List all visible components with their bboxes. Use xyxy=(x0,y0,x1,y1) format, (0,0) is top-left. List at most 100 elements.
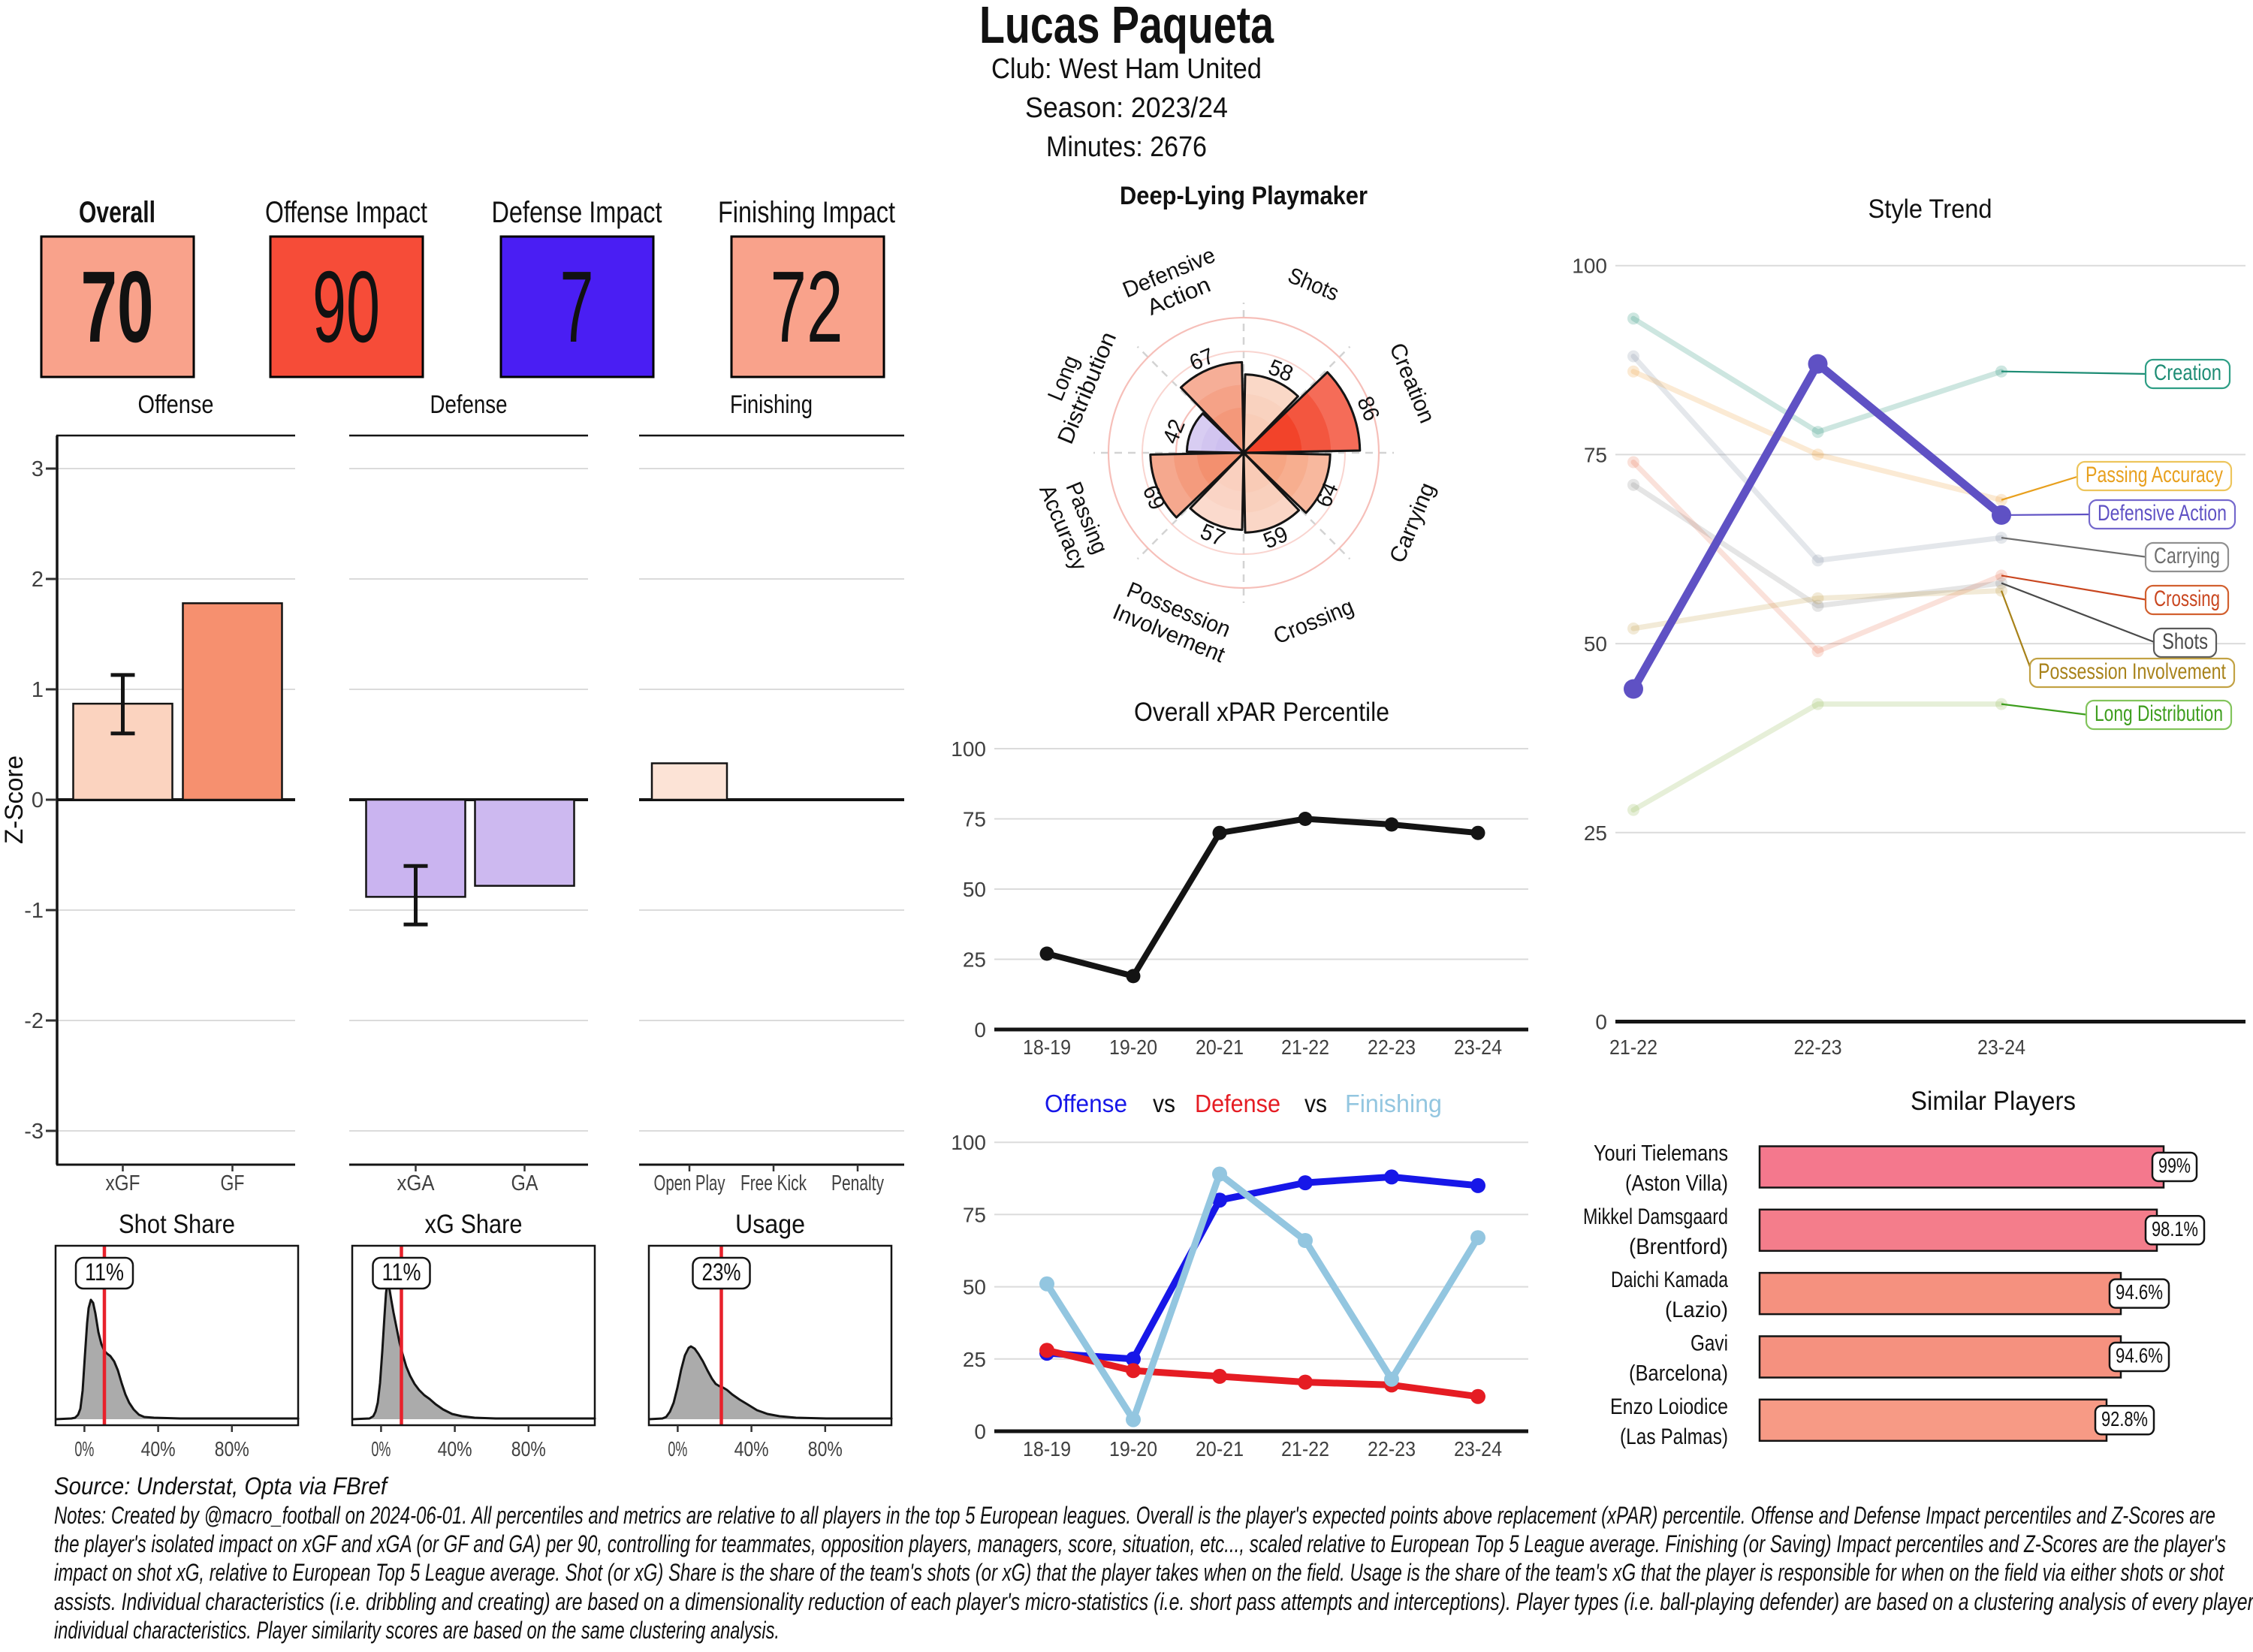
svg-text:0: 0 xyxy=(1595,1011,1607,1034)
svg-text:18-19: 18-19 xyxy=(1023,1437,1071,1461)
svg-text:Usage: Usage xyxy=(735,1210,805,1239)
svg-text:Daichi Kamada: Daichi Kamada xyxy=(1611,1268,1728,1292)
svg-text:Carrying: Carrying xyxy=(2154,544,2220,568)
svg-text:22-23: 22-23 xyxy=(1794,1036,1842,1059)
svg-text:xG Share: xG Share xyxy=(425,1210,523,1239)
svg-text:100: 100 xyxy=(951,737,986,761)
svg-text:21-22: 21-22 xyxy=(1281,1036,1329,1059)
svg-text:(Lazio): (Lazio) xyxy=(1665,1298,1728,1322)
svg-text:1: 1 xyxy=(32,678,44,702)
svg-text:assists. Individual characteri: assists. Individual characteristics (i.e… xyxy=(54,1588,2253,1615)
svg-text:-2: -2 xyxy=(24,1009,44,1033)
svg-text:Offense: Offense xyxy=(138,390,214,419)
svg-text:50: 50 xyxy=(1584,632,1607,656)
svg-text:Gavi: Gavi xyxy=(1691,1331,1728,1356)
svg-text:21-22: 21-22 xyxy=(1609,1036,1657,1059)
svg-text:Enzo Loiodice: Enzo Loiodice xyxy=(1610,1394,1728,1419)
svg-text:20-21: 20-21 xyxy=(1196,1036,1244,1059)
svg-text:100: 100 xyxy=(951,1131,986,1154)
svg-text:(Brentford): (Brentford) xyxy=(1629,1234,1728,1259)
svg-text:Possession Involvement: Possession Involvement xyxy=(2038,659,2227,684)
svg-text:Overall xPAR Percentile: Overall xPAR Percentile xyxy=(1134,698,1389,727)
svg-text:Crossing: Crossing xyxy=(2154,586,2220,611)
svg-text:7: 7 xyxy=(560,250,594,363)
svg-text:50: 50 xyxy=(963,878,986,901)
svg-text:Minutes: 2676: Minutes: 2676 xyxy=(1046,131,1207,163)
svg-text:100: 100 xyxy=(1572,255,1607,278)
svg-text:0%: 0% xyxy=(668,1437,687,1461)
svg-text:-1: -1 xyxy=(24,899,44,923)
svg-text:vs: vs xyxy=(1153,1090,1175,1117)
svg-text:20-21: 20-21 xyxy=(1196,1437,1244,1461)
svg-text:99%: 99% xyxy=(2158,1154,2191,1177)
svg-text:Lucas Paqueta: Lucas Paqueta xyxy=(979,0,1274,54)
svg-text:Style Trend: Style Trend xyxy=(1868,194,1992,224)
svg-text:Defense Impact: Defense Impact xyxy=(492,196,662,229)
svg-text:25: 25 xyxy=(963,1348,986,1371)
svg-text:19-20: 19-20 xyxy=(1109,1437,1157,1461)
svg-text:vs: vs xyxy=(1304,1090,1327,1117)
svg-text:Notes: Created by @macro_footb: Notes: Created by @macro_football on 202… xyxy=(54,1502,2215,1529)
svg-text:GA: GA xyxy=(511,1171,539,1195)
svg-text:Defensive Action: Defensive Action xyxy=(2098,501,2227,526)
svg-text:0%: 0% xyxy=(74,1437,94,1461)
svg-text:(Barcelona): (Barcelona) xyxy=(1629,1361,1728,1386)
svg-text:Passing Accuracy: Passing Accuracy xyxy=(2086,463,2223,487)
svg-text:Finishing: Finishing xyxy=(1345,1090,1442,1117)
svg-text:the player's isolated impact o: the player's isolated impact on xGF and … xyxy=(54,1530,2226,1557)
svg-text:19-20: 19-20 xyxy=(1109,1036,1157,1059)
svg-text:92.8%: 92.8% xyxy=(2101,1407,2148,1430)
svg-text:Mikkel Damsgaard: Mikkel Damsgaard xyxy=(1583,1204,1728,1229)
svg-text:80%: 80% xyxy=(808,1437,843,1461)
svg-text:individual characteristics. Pl: individual characteristics. Player simil… xyxy=(54,1617,780,1644)
svg-text:80%: 80% xyxy=(215,1437,249,1461)
svg-text:Deep-Lying Playmaker: Deep-Lying Playmaker xyxy=(1120,182,1368,210)
svg-text:22-23: 22-23 xyxy=(1368,1437,1416,1461)
svg-text:70: 70 xyxy=(81,250,154,363)
svg-text:(Las Palmas): (Las Palmas) xyxy=(1620,1424,1728,1449)
svg-text:98.1%: 98.1% xyxy=(2152,1217,2198,1241)
svg-text:3: 3 xyxy=(32,457,44,481)
svg-text:Open Play: Open Play xyxy=(654,1171,725,1195)
svg-text:Defense: Defense xyxy=(1195,1090,1280,1117)
svg-text:Shots: Shots xyxy=(2162,629,2208,654)
svg-text:Finishing: Finishing xyxy=(730,390,813,419)
svg-text:Similar Players: Similar Players xyxy=(1911,1087,2076,1116)
svg-text:23-24: 23-24 xyxy=(1454,1437,1502,1461)
svg-text:23-24: 23-24 xyxy=(1977,1036,2025,1059)
svg-text:0: 0 xyxy=(974,1018,986,1042)
svg-text:75: 75 xyxy=(963,808,986,831)
svg-text:xGA: xGA xyxy=(397,1171,436,1195)
svg-text:0: 0 xyxy=(32,788,44,812)
svg-text:Finishing Impact: Finishing Impact xyxy=(718,196,895,229)
svg-text:Source: Understat, Opta via FB: Source: Understat, Opta via FBref xyxy=(54,1473,389,1500)
svg-text:22-23: 22-23 xyxy=(1368,1036,1416,1059)
svg-text:23-24: 23-24 xyxy=(1454,1036,1502,1059)
svg-text:75: 75 xyxy=(1584,443,1607,466)
svg-text:impact on shot xG, relative to: impact on shot xG, relative to European … xyxy=(54,1559,2224,1586)
svg-text:Defense: Defense xyxy=(430,390,508,419)
svg-text:25: 25 xyxy=(1584,821,1607,845)
svg-text:11%: 11% xyxy=(382,1259,421,1286)
svg-text:Youri Tielemans: Youri Tielemans xyxy=(1594,1141,1728,1166)
svg-text:Club: West Ham United: Club: West Ham United xyxy=(991,53,1262,85)
svg-text:40%: 40% xyxy=(141,1437,176,1461)
svg-text:18-19: 18-19 xyxy=(1023,1036,1071,1059)
svg-text:11%: 11% xyxy=(85,1259,124,1286)
svg-text:GF: GF xyxy=(221,1171,245,1195)
svg-text:21-22: 21-22 xyxy=(1281,1437,1329,1461)
svg-text:xGF: xGF xyxy=(106,1171,140,1195)
svg-text:Offense Impact: Offense Impact xyxy=(265,196,427,229)
svg-text:(Aston Villa): (Aston Villa) xyxy=(1625,1171,1728,1196)
svg-text:Shot Share: Shot Share xyxy=(119,1210,235,1239)
svg-text:40%: 40% xyxy=(734,1437,769,1461)
svg-text:Penalty: Penalty xyxy=(831,1171,884,1195)
svg-text:Season: 2023/24: Season: 2023/24 xyxy=(1025,92,1228,124)
svg-text:23%: 23% xyxy=(702,1259,741,1286)
svg-text:90: 90 xyxy=(312,250,380,363)
svg-text:Overall: Overall xyxy=(79,196,155,229)
svg-text:Creation: Creation xyxy=(2154,360,2221,385)
svg-text:Z-Score: Z-Score xyxy=(0,755,29,844)
svg-text:94.6%: 94.6% xyxy=(2116,1280,2163,1304)
svg-text:94.6%: 94.6% xyxy=(2116,1344,2163,1367)
